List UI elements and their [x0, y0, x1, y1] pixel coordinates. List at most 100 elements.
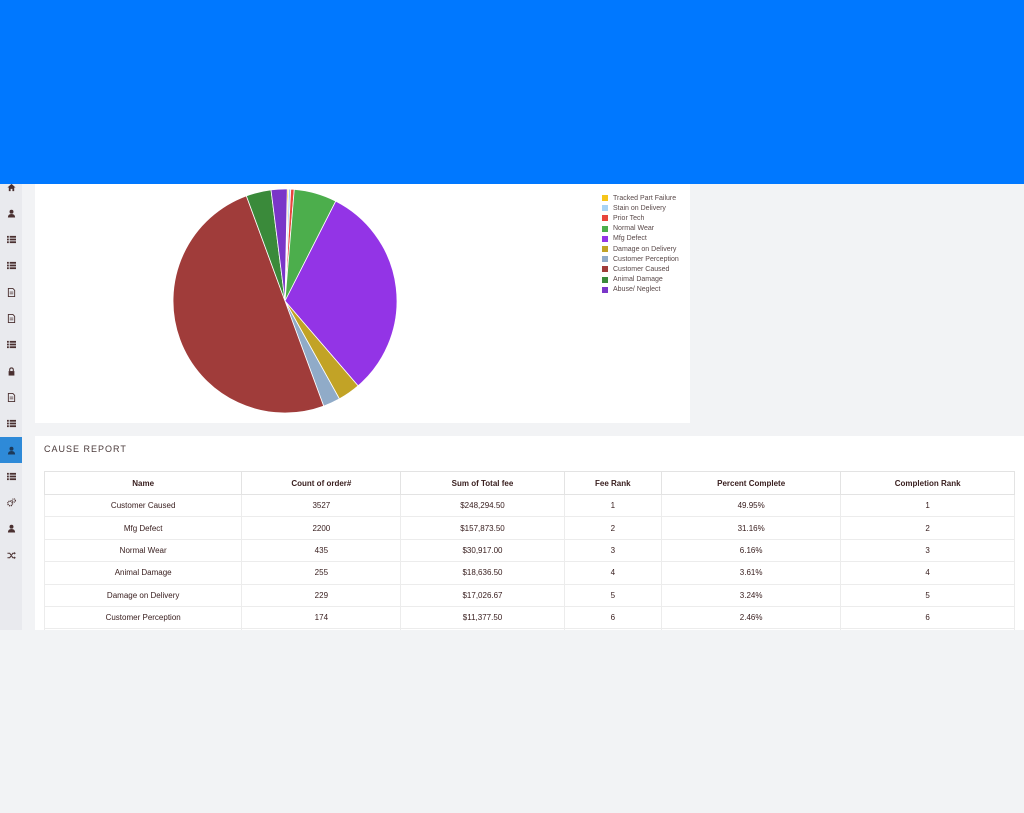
list-icon [6, 235, 16, 244]
lock-icon [7, 366, 16, 376]
legend-label: Tracked Part Failure [613, 194, 677, 202]
sidebar-nav-item[interactable] [0, 490, 22, 516]
table-cell: 1 [840, 493, 1015, 518]
legend-swatch [602, 205, 608, 212]
top-app-bar [0, 0, 1024, 184]
legend-label: Customer Caused [613, 265, 670, 273]
table-cell: 1 [563, 493, 662, 518]
pie-chart [172, 188, 398, 414]
table-cell: 2200 [241, 516, 402, 540]
document-icon [7, 314, 16, 323]
legend-item: Mfg Defect [602, 234, 679, 244]
sidebar-nav-item[interactable] [0, 358, 22, 384]
column-header[interactable]: Sum of Total fee [400, 471, 565, 495]
sidebar-nav-item[interactable] [0, 384, 22, 410]
list-icon [6, 261, 16, 270]
legend-label: Abuse/ Neglect [613, 286, 661, 294]
page-background [0, 630, 1024, 813]
table-cell: Abuse/ Neglect [43, 628, 243, 630]
shuffle-icon [6, 551, 16, 560]
table-cell: 6.16% [660, 538, 842, 563]
legend-item: Tracked Part Failure [602, 193, 679, 203]
legend-item: Prior Tech [602, 213, 679, 223]
legend-swatch [602, 276, 608, 283]
legend-swatch [602, 286, 608, 293]
table-cell: 2.31% [660, 628, 842, 630]
table-cell: 174 [241, 605, 402, 630]
table-cell: $30,917.00 [400, 538, 565, 563]
legend-item: Damage on Delivery [602, 244, 679, 254]
table-cell: $18,636.50 [400, 561, 565, 585]
sidebar-nav-item[interactable] [0, 332, 22, 358]
table-cell: 3 [840, 538, 1015, 563]
table-cell: Damage on Delivery [43, 583, 243, 607]
sidebar-nav-item[interactable] [0, 306, 22, 332]
sidebar-nav-item[interactable] [0, 253, 22, 279]
table-cell: $17,026.67 [400, 583, 565, 607]
legend-label: Damage on Delivery [613, 245, 677, 253]
column-header[interactable]: Percent Complete [660, 471, 842, 495]
column-header[interactable]: Completion Rank [840, 471, 1015, 495]
table-cell: 5 [563, 583, 662, 607]
sidebar-nav-item[interactable] [0, 227, 22, 253]
table-body: Customer Caused 3527 $248,294.50 1 49.95% 1 Mf… [43, 493, 1015, 630]
user-icon [7, 446, 16, 455]
sidebar-nav-item[interactable] [0, 411, 22, 437]
table-cell: 2 [840, 516, 1015, 540]
column-header[interactable]: Fee Rank [563, 471, 662, 495]
sidebar-nav-item[interactable] [0, 516, 22, 542]
gears-icon [6, 498, 16, 507]
legend-item: Stain on Delivery [602, 203, 679, 213]
user-icon [7, 524, 16, 533]
legend-swatch [602, 225, 608, 232]
sidebar-nav-item[interactable] [0, 200, 22, 226]
table-cell: Customer Caused [43, 493, 243, 518]
table-cell: Customer Perception [43, 605, 243, 630]
pie-slice[interactable] [284, 200, 398, 387]
report-title: CAUSE REPORT [44, 444, 127, 454]
sidebar-nav-item[interactable] [0, 463, 22, 489]
legend-label: Mfg Defect [613, 235, 647, 243]
table-cell: 229 [241, 583, 402, 607]
table-cell: 5 [840, 583, 1015, 607]
legend-label: Customer Perception [613, 255, 679, 263]
table-cell: 4 [563, 561, 662, 585]
table-cell: 3527 [241, 493, 402, 518]
legend-item: Animal Damage [602, 275, 679, 285]
legend-swatch [602, 266, 608, 273]
table-row: Customer Caused 3527 $248,294.50 1 49.95% 1 [43, 493, 1015, 518]
table-cell: 3.61% [660, 561, 842, 585]
table-row: Abuse/ Neglect163$7,755.0072.31%7 [43, 628, 1015, 630]
column-header[interactable]: Name [43, 471, 243, 495]
home-icon [6, 184, 16, 192]
legend-label: Stain on Delivery [613, 204, 666, 212]
sidebar-nav-item[interactable] [0, 542, 22, 568]
user-icon [7, 209, 16, 218]
cause-report-panel: CAUSE REPORT Name Count of order# Sum of T… [35, 436, 1024, 630]
cause-report-table: Name Count of order# Sum of Total fee Fee R… [43, 471, 1015, 630]
list-icon [6, 340, 16, 349]
legend-item: Customer Caused [602, 264, 679, 274]
table-cell: 6 [563, 605, 662, 630]
chart-panel [35, 184, 690, 423]
pie-slice[interactable] [172, 195, 325, 414]
legend-item: Customer Perception [602, 254, 679, 264]
legend-label: Prior Tech [613, 214, 645, 222]
sidebar-nav-item[interactable] [0, 279, 22, 305]
sidebar-nav-item[interactable] [0, 184, 22, 200]
document-icon [7, 392, 16, 402]
legend-swatch [602, 235, 608, 242]
table-cell: Animal Damage [43, 561, 243, 585]
list-icon [6, 419, 16, 428]
legend-label: Animal Damage [613, 276, 663, 284]
table-row: Normal Wear 435 $30,917.00 3 6.16% 3 [43, 538, 1015, 563]
column-header[interactable]: Count of order# [241, 471, 402, 495]
table-cell: 7 [563, 628, 662, 630]
table-cell: 4 [840, 561, 1015, 585]
pie-slice[interactable] [270, 188, 288, 302]
table-cell: Normal Wear [43, 538, 243, 563]
list-icon [6, 472, 16, 481]
table-cell: 3.24% [660, 583, 842, 607]
sidebar-nav-item[interactable] [0, 437, 22, 463]
sidebar-nav [0, 184, 22, 630]
